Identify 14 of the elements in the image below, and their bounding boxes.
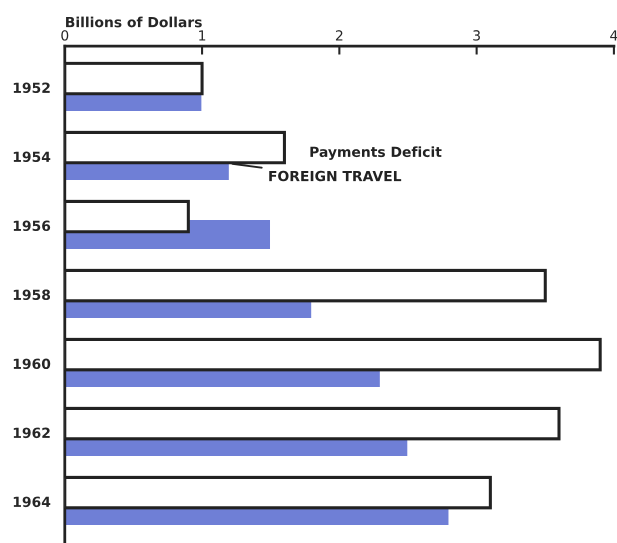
x-tick-label: 2 [336, 30, 342, 40]
y-tick-label: 1958 [14, 290, 50, 300]
x-tick-label: 3 [473, 30, 480, 41]
x-axis-title: Billions of Dollars [66, 16, 202, 28]
x-tick-label: 1 [199, 30, 206, 40]
y-tick-label: 1954 [14, 152, 50, 162]
y-tick-label: 1952 [14, 82, 50, 94]
y-tick-label: 1956 [14, 220, 50, 232]
y-tick-label: 1960 [14, 358, 50, 370]
y-tick-label: 1962 [14, 428, 50, 438]
series-label: Payments Deficit [310, 146, 442, 160]
text: FOREIGN TRAVEL [269, 170, 402, 182]
x-tick-label: 0 [61, 30, 68, 41]
y-tick-label: 1964 [14, 496, 50, 508]
